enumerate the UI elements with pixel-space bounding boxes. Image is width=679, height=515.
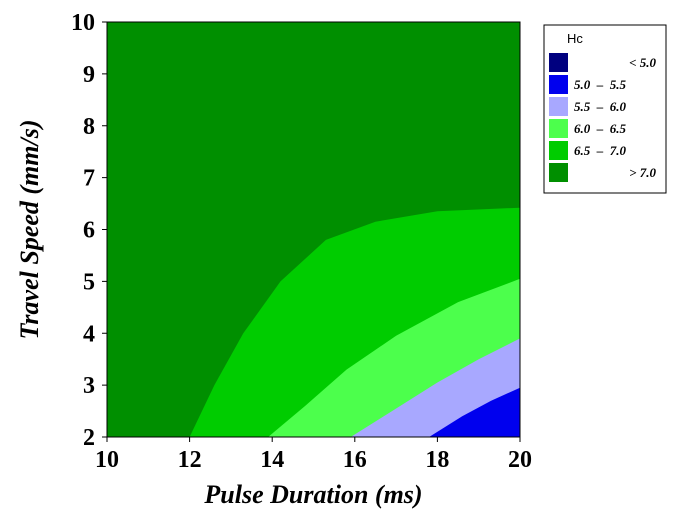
legend-swatch xyxy=(549,53,568,72)
y-tick-label: 5 xyxy=(83,269,95,295)
x-tick-label: 14 xyxy=(260,447,284,473)
legend-items: < 5.05.0 – 5.5 5.5 – 6.0 6.0 – 6.5 6.5 – 7.… xyxy=(549,53,656,182)
legend-label: 6.5 – 7.0 xyxy=(574,143,627,158)
y-tick-label: 10 xyxy=(71,10,95,36)
legend-label: 6.0 – 6.5 xyxy=(574,121,627,136)
legend-swatch xyxy=(549,97,568,116)
legend-swatch xyxy=(549,75,568,94)
x-tick-label: 10 xyxy=(95,447,119,473)
y-tick-label: 2 xyxy=(83,425,95,451)
y-tick-label: 7 xyxy=(83,166,95,192)
y-tick-label: 6 xyxy=(83,218,95,244)
y-tick-label: 4 xyxy=(83,321,95,347)
legend-label: > 7.0 xyxy=(629,165,656,180)
legend-swatch xyxy=(549,163,568,182)
x-tick-label: 12 xyxy=(178,447,202,473)
legend-swatch xyxy=(549,119,568,138)
legend-title: Hc xyxy=(567,31,583,46)
legend-label: < 5.0 xyxy=(629,55,656,70)
legend-label: 5.5 – 6.0 xyxy=(574,99,627,114)
x-tick-label: 16 xyxy=(343,447,367,473)
y-tick-label: 8 xyxy=(83,114,95,140)
x-tick-label: 20 xyxy=(508,447,532,473)
y-tick-label: 3 xyxy=(83,373,95,399)
contour-region-5.0-5.5 xyxy=(429,387,520,437)
y-tick-label: 9 xyxy=(83,62,95,88)
legend-label: 5.0 – 5.5 xyxy=(574,77,627,92)
legend-swatch xyxy=(549,141,568,160)
x-tick-label: 18 xyxy=(425,447,449,473)
x-axis-title: Pulse Duration (ms) xyxy=(203,480,422,509)
y-axis-title: Travel Speed (mm/s) xyxy=(15,120,44,340)
x-axis-ticks: 10 12 14 16 18 20 xyxy=(95,437,532,473)
y-axis-ticks: 2 3 4 5 6 7 8 9 10 xyxy=(71,10,107,451)
legend: Hc < 5.05.0 – 5.5 5.5 – 6.0 6.0 – 6.5 6.5 –… xyxy=(543,24,667,194)
contour-fills xyxy=(107,22,520,437)
